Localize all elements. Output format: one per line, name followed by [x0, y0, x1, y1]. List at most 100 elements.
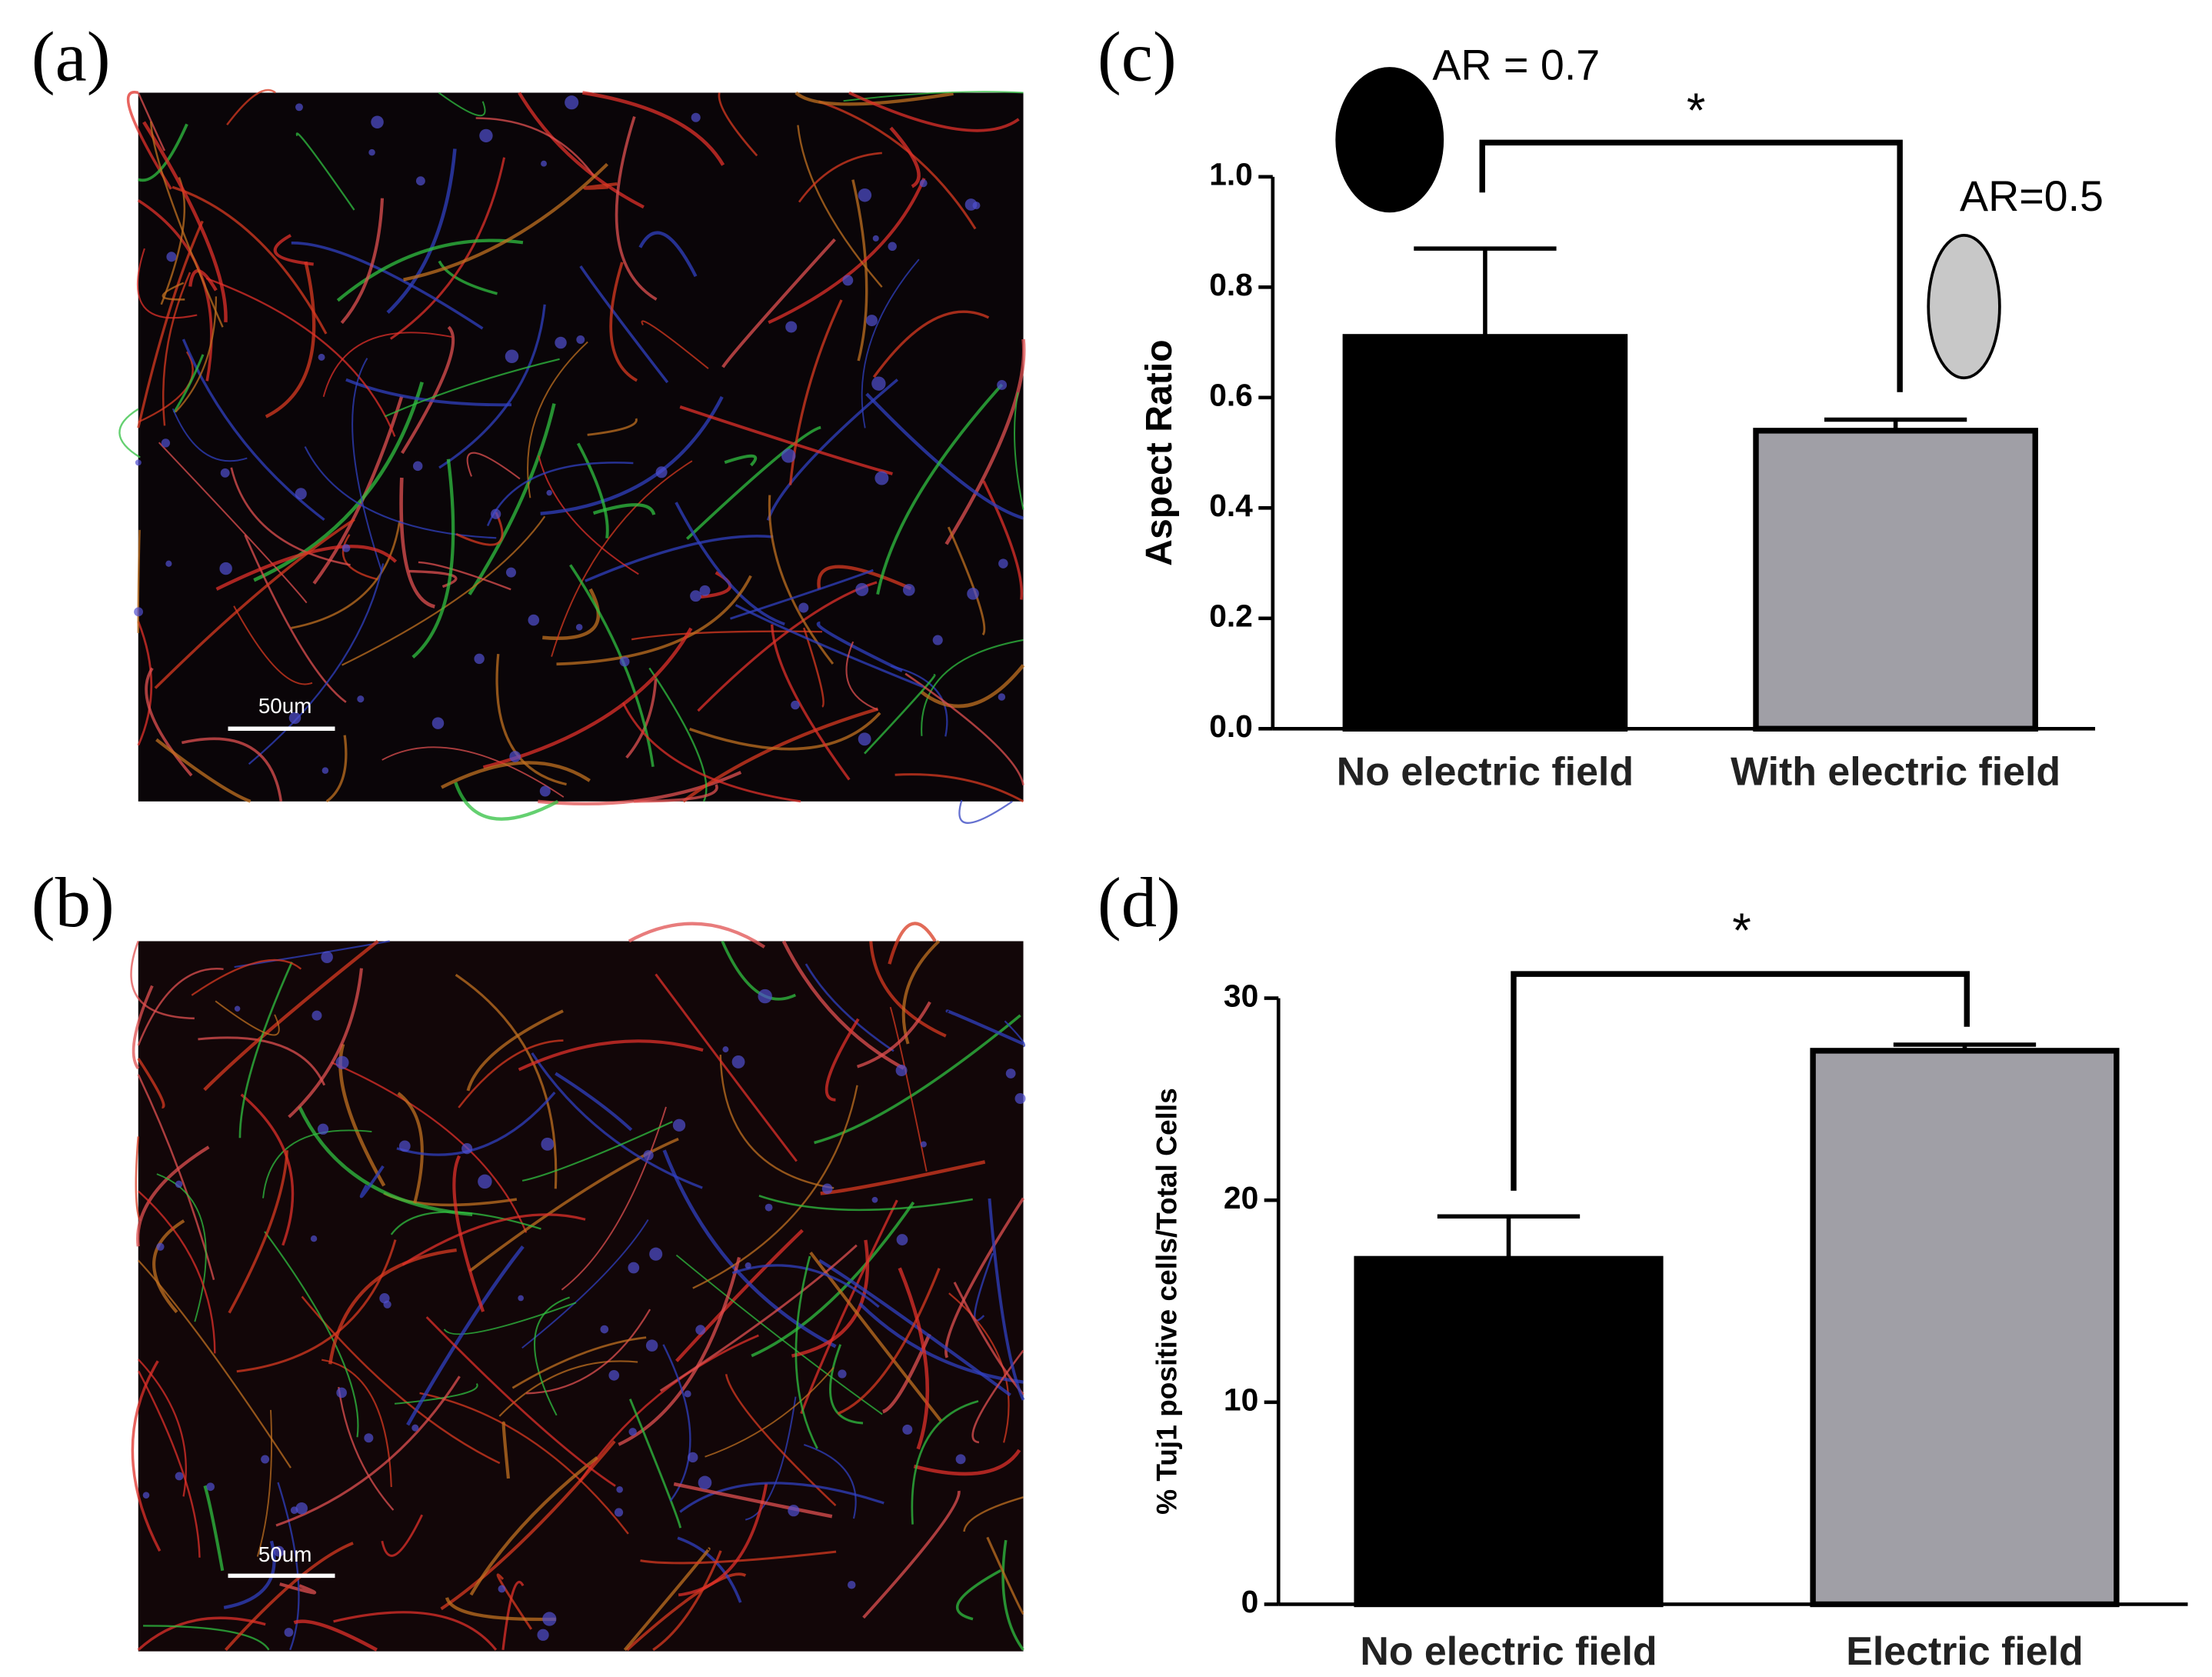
fiber	[445, 1596, 556, 1622]
fiber	[137, 1259, 291, 1469]
fiber	[861, 258, 920, 428]
fiber	[576, 442, 609, 538]
fiber	[501, 1421, 511, 1479]
fiber	[126, 91, 172, 190]
fiber	[273, 234, 314, 266]
fiber	[628, 922, 766, 949]
nucleus	[135, 459, 142, 466]
fiber	[438, 304, 546, 469]
annotation: *	[1732, 904, 1751, 958]
fiber	[458, 1039, 564, 1109]
fiber	[155, 738, 252, 803]
fiber	[805, 963, 894, 1052]
bar	[1810, 1048, 2120, 1608]
fiber	[758, 1195, 973, 1212]
nucleus	[335, 1055, 349, 1069]
nucleus	[722, 1046, 729, 1053]
fiber	[974, 1252, 994, 1322]
fiber	[561, 1106, 667, 1291]
fiber	[399, 477, 435, 608]
nucleus	[461, 1143, 473, 1155]
nucleus	[600, 1325, 609, 1334]
fiber	[679, 1482, 884, 1513]
nucleus	[896, 1234, 908, 1245]
fiber	[336, 238, 524, 302]
y-tick-label: 30	[1224, 978, 1258, 1013]
nucleus	[220, 468, 230, 478]
nucleus	[368, 148, 375, 156]
nucleus	[902, 583, 915, 596]
fiber	[621, 702, 801, 803]
nucleus	[541, 160, 547, 167]
nucleus	[765, 1203, 773, 1212]
fiber	[359, 1165, 385, 1199]
nucleus	[871, 1196, 878, 1203]
fiber	[137, 1058, 165, 1109]
fiber	[901, 940, 941, 1045]
fiber	[136, 1145, 210, 1247]
fiber	[526, 1309, 651, 1395]
fiber	[971, 1349, 1024, 1444]
fiber	[802, 627, 825, 708]
fiber	[1001, 1539, 1024, 1651]
nucleus	[518, 1295, 524, 1302]
fiber	[673, 1482, 833, 1519]
cell-shape	[1927, 234, 2001, 380]
fiber	[659, 1244, 858, 1392]
fiber	[768, 178, 926, 325]
nucleus	[371, 115, 384, 129]
fiber	[817, 565, 912, 591]
fiber	[452, 1155, 485, 1312]
fiber	[226, 88, 276, 126]
nucleus	[415, 176, 425, 186]
fiber	[538, 455, 639, 575]
fiber	[641, 320, 709, 369]
fiber	[137, 529, 141, 633]
fiber	[963, 1496, 1024, 1532]
fiber	[540, 395, 724, 515]
fiber	[745, 1396, 797, 1521]
fiber	[652, 1550, 722, 1652]
nucleus	[731, 1055, 745, 1069]
fiber	[233, 605, 313, 685]
fiber	[466, 452, 521, 480]
fiber	[862, 1490, 961, 1619]
nucleus	[290, 1506, 298, 1515]
fiber	[328, 1248, 457, 1365]
fiber	[401, 325, 455, 455]
fiber	[401, 1213, 586, 1266]
fiber	[418, 561, 511, 591]
nucleus	[364, 1433, 374, 1443]
fiber	[803, 1444, 857, 1519]
fiber	[788, 299, 843, 485]
fiber	[816, 621, 903, 672]
fiber	[578, 1334, 759, 1483]
fiber	[982, 480, 1024, 600]
fiber	[685, 425, 821, 540]
fiber	[953, 1282, 1024, 1395]
fiber	[156, 1173, 207, 1322]
fiber	[394, 1382, 478, 1405]
nucleus	[758, 989, 772, 1004]
fiber	[438, 92, 486, 117]
fiber	[338, 1043, 386, 1187]
scale-bar-label: 50um	[258, 694, 312, 718]
fiber	[889, 1006, 928, 1172]
fiber	[555, 1072, 633, 1132]
bar	[1753, 428, 2038, 732]
fiber	[331, 1061, 528, 1233]
nucleus	[821, 1183, 833, 1195]
nucleus	[672, 1119, 686, 1132]
fiber	[791, 1239, 870, 1358]
fiber	[795, 1255, 818, 1449]
y-tick-label: 20	[1224, 1180, 1258, 1215]
nucleus	[341, 544, 351, 552]
fiber	[1004, 1020, 1025, 1048]
nucleus	[161, 438, 171, 448]
panel-label: (c)	[1098, 18, 1177, 97]
fiber	[692, 1085, 858, 1289]
y-tick-label: 0.6	[1209, 378, 1253, 413]
fiber	[137, 248, 198, 319]
fiber	[911, 1400, 979, 1525]
nucleus	[166, 252, 177, 262]
